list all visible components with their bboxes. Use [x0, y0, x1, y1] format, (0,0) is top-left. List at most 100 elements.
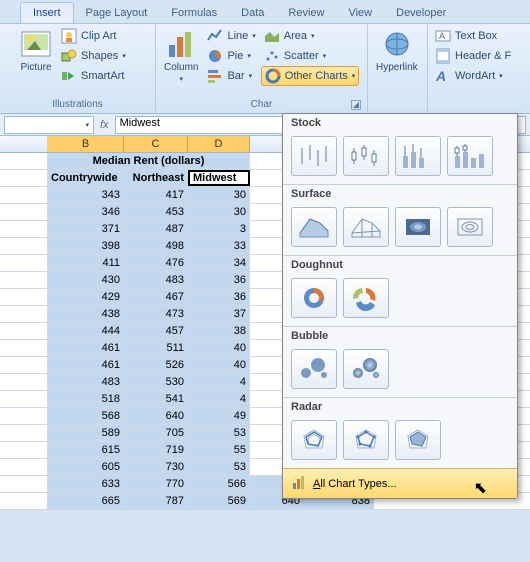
data-cell[interactable]: 411: [48, 255, 124, 271]
data-cell[interactable]: 53: [188, 425, 250, 441]
data-cell[interactable]: 40: [188, 357, 250, 373]
pie-chart-button[interactable]: Pie▾: [204, 46, 258, 66]
tab-developer[interactable]: Developer: [384, 3, 458, 23]
data-cell[interactable]: 36: [188, 289, 250, 305]
shapes-button[interactable]: Shapes ▾: [58, 46, 129, 66]
data-cell[interactable]: 461: [48, 357, 124, 373]
title-cell[interactable]: Median Rent (dollars): [48, 153, 250, 169]
data-cell[interactable]: 526: [124, 357, 188, 373]
stock-chart-3[interactable]: [395, 136, 441, 176]
data-cell[interactable]: 665: [48, 493, 124, 509]
data-cell[interactable]: 343: [48, 187, 124, 203]
tab-review[interactable]: Review: [276, 3, 336, 23]
data-cell[interactable]: 438: [48, 306, 124, 322]
data-cell[interactable]: 476: [124, 255, 188, 271]
data-cell[interactable]: 640: [124, 408, 188, 424]
tab-view[interactable]: View: [336, 3, 384, 23]
data-cell[interactable]: 457: [124, 323, 188, 339]
tab-page-layout[interactable]: Page Layout: [74, 3, 160, 23]
data-cell[interactable]: 461: [48, 340, 124, 356]
data-cell[interactable]: 371: [48, 221, 124, 237]
data-cell[interactable]: 770: [124, 476, 188, 492]
other-charts-button[interactable]: Other Charts▾: [261, 66, 359, 86]
data-cell[interactable]: 430: [48, 272, 124, 288]
data-cell[interactable]: 487: [124, 221, 188, 237]
bar-chart-button[interactable]: Bar▾: [204, 66, 258, 86]
data-cell[interactable]: 346: [48, 204, 124, 220]
data-cell[interactable]: 615: [48, 442, 124, 458]
tab-insert[interactable]: Insert: [20, 2, 74, 23]
data-cell[interactable]: 518: [48, 391, 124, 407]
data-cell[interactable]: 730: [124, 459, 188, 475]
col-header-d[interactable]: D: [188, 136, 250, 152]
col-header-b[interactable]: B: [48, 136, 124, 152]
surface-chart-1[interactable]: [291, 207, 337, 247]
radar-chart-1[interactable]: [291, 420, 337, 460]
picture-button[interactable]: Picture: [16, 26, 56, 75]
data-cell[interactable]: 453: [124, 204, 188, 220]
data-cell[interactable]: 541: [124, 391, 188, 407]
data-cell[interactable]: 53: [188, 459, 250, 475]
data-cell[interactable]: 568: [48, 408, 124, 424]
data-cell[interactable]: 33: [188, 238, 250, 254]
header-cell[interactable]: Countrywide: [48, 170, 124, 186]
data-cell[interactable]: 498: [124, 238, 188, 254]
surface-chart-3[interactable]: [395, 207, 441, 247]
data-cell[interactable]: 30: [188, 187, 250, 203]
data-cell[interactable]: 417: [124, 187, 188, 203]
data-cell[interactable]: 633: [48, 476, 124, 492]
fx-icon[interactable]: fx: [100, 119, 109, 131]
data-cell[interactable]: 483: [124, 272, 188, 288]
data-cell[interactable]: 55: [188, 442, 250, 458]
data-cell[interactable]: 49: [188, 408, 250, 424]
data-cell[interactable]: 467: [124, 289, 188, 305]
textbox-button[interactable]: A Text Box: [432, 26, 514, 46]
bubble-chart-1[interactable]: [291, 349, 337, 389]
tab-formulas[interactable]: Formulas: [159, 3, 229, 23]
wordart-button[interactable]: A WordArt▾: [432, 66, 514, 86]
data-cell[interactable]: 483: [48, 374, 124, 390]
stock-chart-4[interactable]: [447, 136, 493, 176]
col-header-c[interactable]: C: [124, 136, 188, 152]
data-cell[interactable]: 705: [124, 425, 188, 441]
data-cell[interactable]: 40: [188, 340, 250, 356]
active-cell[interactable]: Midwest: [188, 170, 250, 186]
header-cell[interactable]: Northeast: [124, 170, 188, 186]
clipart-button[interactable]: Clip Art: [58, 26, 129, 46]
data-cell[interactable]: 37: [188, 306, 250, 322]
data-cell[interactable]: 444: [48, 323, 124, 339]
data-cell[interactable]: 3: [188, 221, 250, 237]
bubble-chart-2[interactable]: [343, 349, 389, 389]
all-chart-types-button[interactable]: All Chart Types... ⬉: [283, 468, 517, 498]
scatter-chart-button[interactable]: Scatter▾: [261, 46, 359, 66]
data-cell[interactable]: 530: [124, 374, 188, 390]
area-chart-button[interactable]: Area▾: [261, 26, 359, 46]
data-cell[interactable]: 787: [124, 493, 188, 509]
data-cell[interactable]: 4: [188, 391, 250, 407]
data-cell[interactable]: 589: [48, 425, 124, 441]
column-chart-button[interactable]: Column ▾: [160, 26, 202, 85]
stock-chart-1[interactable]: [291, 136, 337, 176]
dialog-launcher-icon[interactable]: ◢: [351, 100, 361, 110]
radar-chart-3[interactable]: [395, 420, 441, 460]
data-cell[interactable]: 398: [48, 238, 124, 254]
data-cell[interactable]: 38: [188, 323, 250, 339]
col-header[interactable]: [0, 136, 48, 152]
data-cell[interactable]: 605: [48, 459, 124, 475]
data-cell[interactable]: 34: [188, 255, 250, 271]
hyperlink-button[interactable]: Hyperlink: [372, 26, 422, 75]
data-cell[interactable]: 566: [188, 476, 250, 492]
smartart-button[interactable]: SmartArt: [58, 66, 129, 86]
doughnut-chart-2[interactable]: [343, 278, 389, 318]
data-cell[interactable]: 429: [48, 289, 124, 305]
surface-chart-2[interactable]: [343, 207, 389, 247]
data-cell[interactable]: 569: [188, 493, 250, 509]
data-cell[interactable]: 511: [124, 340, 188, 356]
radar-chart-2[interactable]: [343, 420, 389, 460]
surface-chart-4[interactable]: [447, 207, 493, 247]
line-chart-button[interactable]: Line▾: [204, 26, 258, 46]
data-cell[interactable]: 30: [188, 204, 250, 220]
stock-chart-2[interactable]: [343, 136, 389, 176]
tab-data[interactable]: Data: [229, 3, 276, 23]
data-cell[interactable]: 719: [124, 442, 188, 458]
